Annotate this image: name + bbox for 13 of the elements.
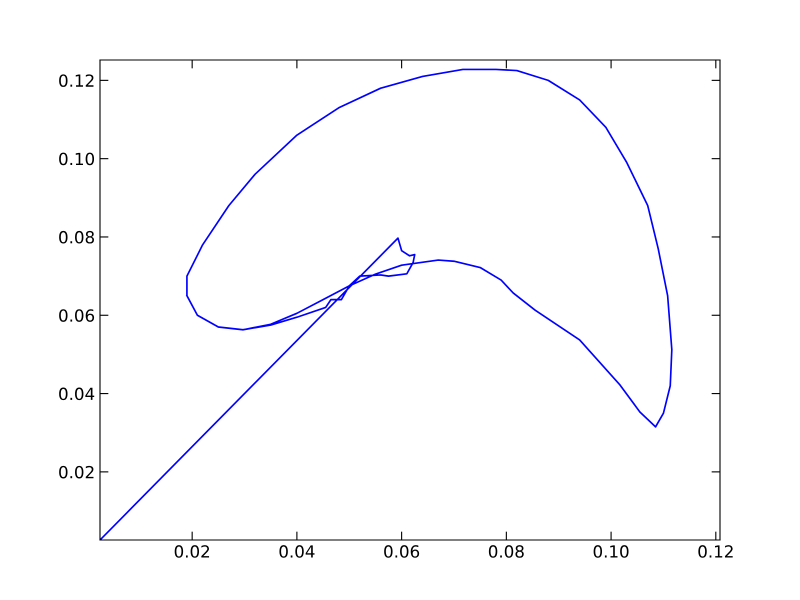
x-tick-label: 0.02 xyxy=(174,545,210,558)
line-series xyxy=(100,68,673,540)
x-tick-label: 0.10 xyxy=(594,545,629,558)
y-tick-label: 0.04 xyxy=(59,388,94,400)
y-tick-label: 0.06 xyxy=(59,309,94,322)
x-tick-label: 0.04 xyxy=(279,545,315,558)
x-tick-label: 0.08 xyxy=(488,545,524,558)
y-tick-label: 0.08 xyxy=(59,230,94,244)
y-tick-label: 0.12 xyxy=(59,74,94,87)
y-tick-label: 0.02 xyxy=(59,466,94,478)
x-tick-label: 0.12 xyxy=(698,545,733,558)
y-tick-label: 0.10 xyxy=(59,152,94,166)
x-tick-label: 0.06 xyxy=(384,545,420,558)
